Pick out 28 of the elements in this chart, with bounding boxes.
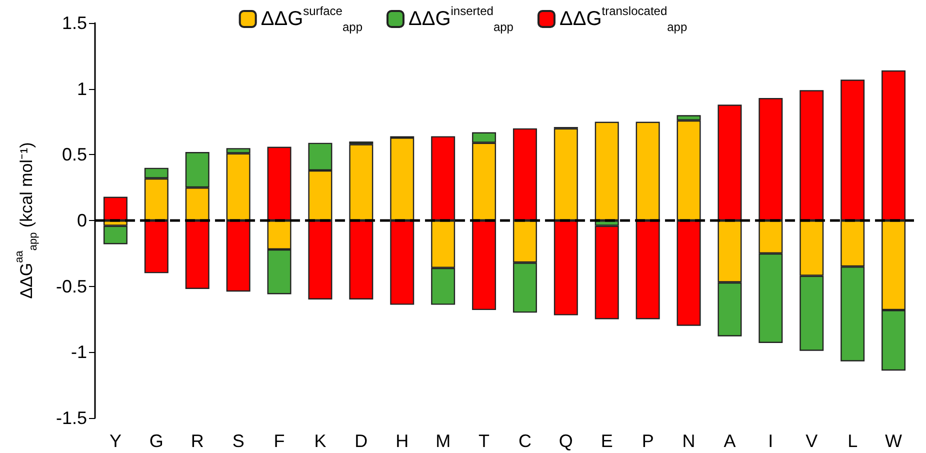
x-tick-label: T bbox=[478, 431, 490, 451]
y-tick-label: 0.5 bbox=[62, 144, 87, 165]
x-tick-label: L bbox=[848, 431, 858, 451]
x-tick-label: M bbox=[436, 431, 451, 451]
x-tick-label: N bbox=[682, 431, 696, 451]
x-tick-label: V bbox=[806, 431, 818, 451]
x-tick-label: K bbox=[314, 431, 326, 451]
y-tick-label: 1.5 bbox=[62, 13, 87, 33]
x-tick-label: S bbox=[232, 431, 244, 451]
y-tick-label: -0.5 bbox=[56, 276, 87, 296]
y-tick-label: -1.5 bbox=[56, 408, 87, 428]
x-tick-label: C bbox=[518, 431, 532, 451]
x-tick-label: Q bbox=[558, 431, 573, 451]
x-tick-label: Y bbox=[109, 431, 122, 451]
x-tick-label: E bbox=[600, 431, 613, 451]
y-tick-label: 1 bbox=[76, 78, 87, 99]
x-tick-label: F bbox=[274, 431, 285, 451]
x-tick-label: P bbox=[642, 431, 654, 451]
y-tick-label: 0 bbox=[76, 210, 87, 230]
y-tick-label: -1 bbox=[70, 342, 87, 362]
x-tick-label: D bbox=[354, 431, 368, 451]
x-tick-label: I bbox=[768, 431, 774, 451]
x-tick-label: A bbox=[724, 431, 736, 451]
x-tick-label: G bbox=[149, 431, 164, 451]
y-axis-title: ΔΔGaaapp (kcal mol⁻¹) bbox=[14, 142, 40, 299]
x-tick-label: R bbox=[190, 431, 204, 451]
x-tick-label: W bbox=[885, 431, 902, 451]
x-tick-label: H bbox=[396, 431, 409, 451]
